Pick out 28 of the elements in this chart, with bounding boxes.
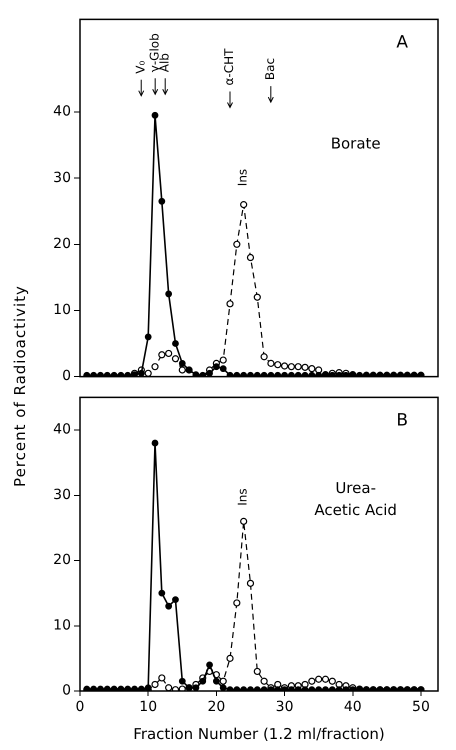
y-tick-label: 0 bbox=[62, 682, 71, 699]
y-tick-label: 0 bbox=[62, 368, 71, 384]
x-tick-label: 30 bbox=[276, 699, 294, 716]
y-tick-label: 10 bbox=[53, 617, 71, 634]
annotation: Borate bbox=[330, 134, 381, 152]
x-tick-label: 10 bbox=[139, 699, 158, 716]
y-tick-label: 20 bbox=[53, 552, 71, 568]
annotation: α-CHT bbox=[222, 48, 236, 86]
annotation: Ins bbox=[236, 488, 250, 506]
text: B bbox=[396, 410, 408, 430]
x-tick-label: 40 bbox=[344, 699, 362, 716]
annotation: Bac bbox=[262, 58, 277, 80]
annotation: Ins bbox=[236, 168, 250, 186]
x-tick-label: 20 bbox=[207, 699, 226, 716]
x-tick-label: 0 bbox=[76, 699, 84, 716]
y-tick-label: 20 bbox=[53, 236, 71, 252]
y-axis-title: Percent of Radioactivity bbox=[11, 285, 29, 487]
y-tick-label: 30 bbox=[53, 486, 71, 503]
text: A bbox=[396, 32, 408, 52]
y-tick-label: 40 bbox=[53, 422, 71, 438]
y-tick-label: 10 bbox=[53, 302, 71, 318]
x-tick-label: 50 bbox=[412, 699, 430, 716]
annotation: Urea-Acetic Acid bbox=[314, 479, 397, 520]
y-tick-label: 30 bbox=[53, 170, 71, 186]
y-tick-label: 40 bbox=[53, 104, 71, 120]
x-axis-title: Fraction Number (1.2 ml/fraction) bbox=[133, 724, 385, 743]
annotation: γ-Glob bbox=[147, 33, 162, 72]
annotation: V₀ bbox=[133, 60, 148, 74]
